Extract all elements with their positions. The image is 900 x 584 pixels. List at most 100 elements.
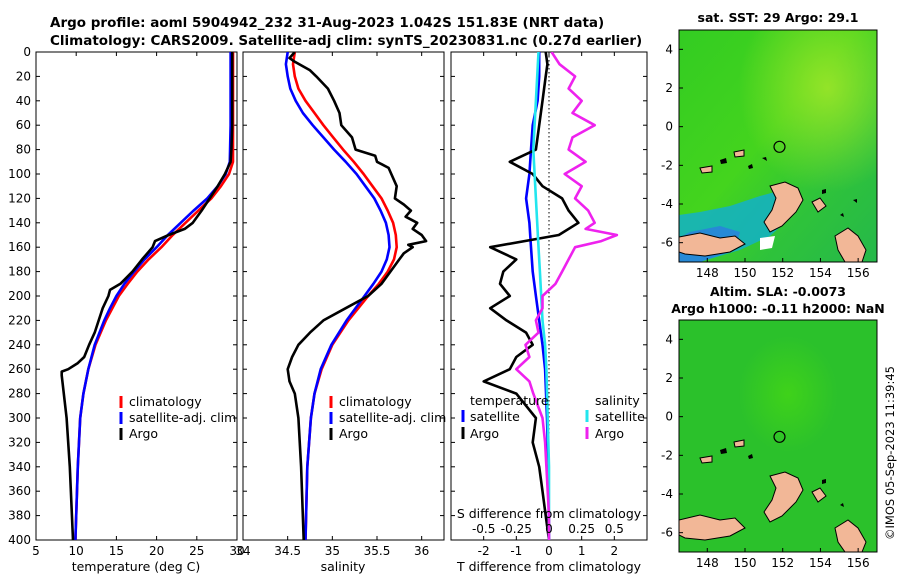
longitude-tick-label: 148 (696, 266, 719, 280)
x-tick-label: 36 (414, 544, 429, 558)
difference-legend: temperature satellite Argo salinity sate… (461, 393, 645, 441)
x-tick-label: 5 (32, 544, 40, 558)
sst-map-frame (678, 29, 878, 263)
legend-argo-label: Argo (339, 426, 368, 441)
latitude-tick-label: 0 (665, 120, 673, 134)
depth-tick-label: 200 (8, 289, 31, 303)
x-tick-label: 35 (325, 544, 340, 558)
profile-title: Argo profile: aoml 5904942_232 31-Aug-20… (50, 15, 604, 31)
s-diff-tick-label: 0 (545, 522, 553, 536)
s-diff-tick-label: 0.5 (605, 522, 624, 536)
x-tick-label: 35.5 (364, 544, 391, 558)
depth-tick-label: 140 (8, 216, 31, 230)
latitude-tick-label: -4 (661, 197, 673, 211)
latitude-tick-label: -2 (661, 448, 673, 462)
depth-tick-label: 160 (8, 240, 31, 254)
salinity-panel: 34 34.5 35 35.5 36 salinity climatology sate… (235, 51, 446, 574)
depth-tick-label: 220 (8, 313, 31, 327)
sla-map: Altim. SLA: -0.0073 Argo h1000: -0.11 h2… (661, 284, 885, 570)
x-tick-label: 0 (545, 544, 553, 558)
sla-map-frame (678, 319, 878, 553)
legend-climatology-label: climatology (339, 394, 412, 409)
imos-timestamp: ©IMOS 05-Sep-2023 11:39:45 (883, 366, 897, 540)
salinity-legend: climatology satellite-adj. clim Argo (329, 394, 446, 441)
latitude-tick-label: -2 (661, 158, 673, 172)
sst-map: sat. SST: 29 Argo: 29.1 148 150 152 154 156 4… (661, 10, 878, 280)
longitude-tick-label: 156 (847, 266, 870, 280)
longitude-tick-label: 148 (696, 556, 719, 570)
depth-tick-label: 180 (8, 265, 31, 279)
series-line-satellite-adj-clim (284, 52, 391, 540)
depth-tick-label: 240 (8, 338, 31, 352)
series-line-argo (286, 52, 428, 540)
depth-tick-label: 100 (8, 167, 31, 181)
x-tick-label: 34 (235, 544, 250, 558)
difference-panel: -2 -1 0 1 2 T difference from climatology S … (450, 51, 648, 574)
legend-temperature-title: temperature (470, 393, 549, 408)
legend-t-satellite-label: satellite (470, 409, 520, 424)
latitude-tick-label: -4 (661, 487, 673, 501)
legend-satellite-label: satellite-adj. clim (339, 410, 446, 425)
depth-tick-label: 40 (16, 94, 31, 108)
x-tick-label: 20 (149, 544, 164, 558)
depth-tick-label: 360 (8, 484, 31, 498)
s-difference-label: S difference from climatology (457, 506, 642, 521)
depth-tick-label: 80 (16, 143, 31, 157)
climatology-title: Climatology: CARS2009. Satellite-adj cli… (50, 33, 642, 49)
sla-map-title: Altim. SLA: -0.0073 (710, 284, 846, 299)
depth-tick-label: 0 (23, 45, 31, 59)
sst-map-title: sat. SST: 29 Argo: 29.1 (698, 10, 859, 25)
longitude-tick-label: 150 (734, 266, 757, 280)
temperature-xlabel: temperature (deg C) (72, 559, 201, 574)
depth-tick-label: 60 (16, 118, 31, 132)
latitude-tick-label: 0 (665, 410, 673, 424)
longitude-tick-label: 154 (809, 266, 832, 280)
latitude-tick-label: 4 (665, 42, 673, 56)
argo-float-marker (773, 430, 786, 443)
longitude-tick-label: 152 (771, 556, 794, 570)
sst-field (679, 30, 877, 262)
x-tick-label: 1 (578, 544, 586, 558)
longitude-tick-label: 154 (809, 556, 832, 570)
latitude-tick-label: 4 (665, 332, 673, 346)
temperature-panel: 0 20 40 60 80 100 120 140 160 180 200 220 240 260 280 3… (8, 45, 245, 574)
longitude-tick-label: 156 (847, 556, 870, 570)
latitude-tick-label: 2 (665, 371, 673, 385)
x-tick-label: -2 (478, 544, 490, 558)
legend-t-argo-label: Argo (470, 426, 499, 441)
legend-salinity-title: salinity (595, 393, 640, 408)
sla-map-subtitle: Argo h1000: -0.11 h2000: NaN (671, 301, 885, 316)
x-tick-label: 34.5 (274, 544, 301, 558)
salinity-xlabel: salinity (321, 559, 366, 574)
depth-tick-label: 380 (8, 509, 31, 523)
difference-xlabel: T difference from climatology (456, 559, 642, 574)
depth-tick-label: 300 (8, 411, 31, 425)
s-diff-tick-label: -0.5 (472, 522, 495, 536)
legend-argo-label: Argo (129, 426, 158, 441)
legend-s-satellite-label: satellite (595, 409, 645, 424)
s-diff-tick-label: 0.25 (568, 522, 595, 536)
depth-tick-label: 260 (8, 362, 31, 376)
sla-field (679, 320, 877, 552)
x-tick-label: 25 (189, 544, 204, 558)
series-line-t-argo (482, 52, 580, 540)
x-tick-label: -1 (510, 544, 522, 558)
depth-tick-label: 120 (8, 191, 31, 205)
legend-climatology-label: climatology (129, 394, 202, 409)
salinity-axes-box (242, 51, 445, 541)
depth-tick-label: 400 (8, 533, 31, 547)
latitude-tick-label: -6 (661, 526, 673, 540)
series-line-s-argo (514, 52, 619, 540)
latitude-tick-label: 2 (665, 81, 673, 95)
s-diff-tick-label: -0.25 (501, 522, 532, 536)
x-tick-label: 2 (611, 544, 619, 558)
longitude-tick-label: 150 (734, 556, 757, 570)
depth-tick-label: 20 (16, 69, 31, 83)
x-tick-label: 10 (69, 544, 84, 558)
depth-tick-label: 280 (8, 387, 31, 401)
temperature-legend: climatology satellite-adj. clim Argo (119, 394, 236, 441)
x-tick-label: 15 (109, 544, 124, 558)
depth-tick-label: 320 (8, 435, 31, 449)
argo-float-marker (773, 140, 786, 153)
